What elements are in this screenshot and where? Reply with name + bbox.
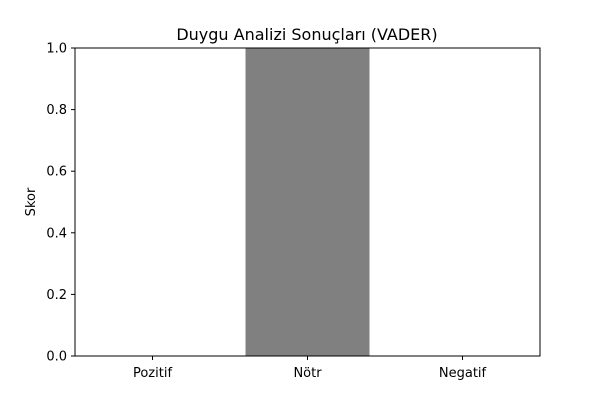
ticks-group: Pozitif Nötr Negatif 0.0 0.2 0.4 0.6 0.8 1.0 bbox=[46, 42, 486, 382]
x-tick-label: Nötr bbox=[293, 366, 322, 381]
y-tick-label: 0.6 bbox=[46, 165, 67, 180]
y-tick-label: 0.8 bbox=[46, 103, 67, 118]
y-axis-label: Skor bbox=[24, 187, 39, 216]
y-tick-label: 1.0 bbox=[46, 42, 67, 57]
chart-title: Duygu Analizi Sonuçları (VADER) bbox=[176, 25, 437, 44]
x-tick-label: Pozitif bbox=[133, 366, 172, 381]
y-tick-label: 0.4 bbox=[46, 226, 67, 241]
y-tick-label: 0.2 bbox=[46, 288, 67, 303]
bars-group bbox=[245, 48, 370, 356]
plot-frame bbox=[74, 47, 541, 357]
bar-n-tr bbox=[245, 48, 370, 356]
x-tick-label: Negatif bbox=[439, 366, 487, 381]
y-tick-label: 0.0 bbox=[46, 350, 67, 365]
